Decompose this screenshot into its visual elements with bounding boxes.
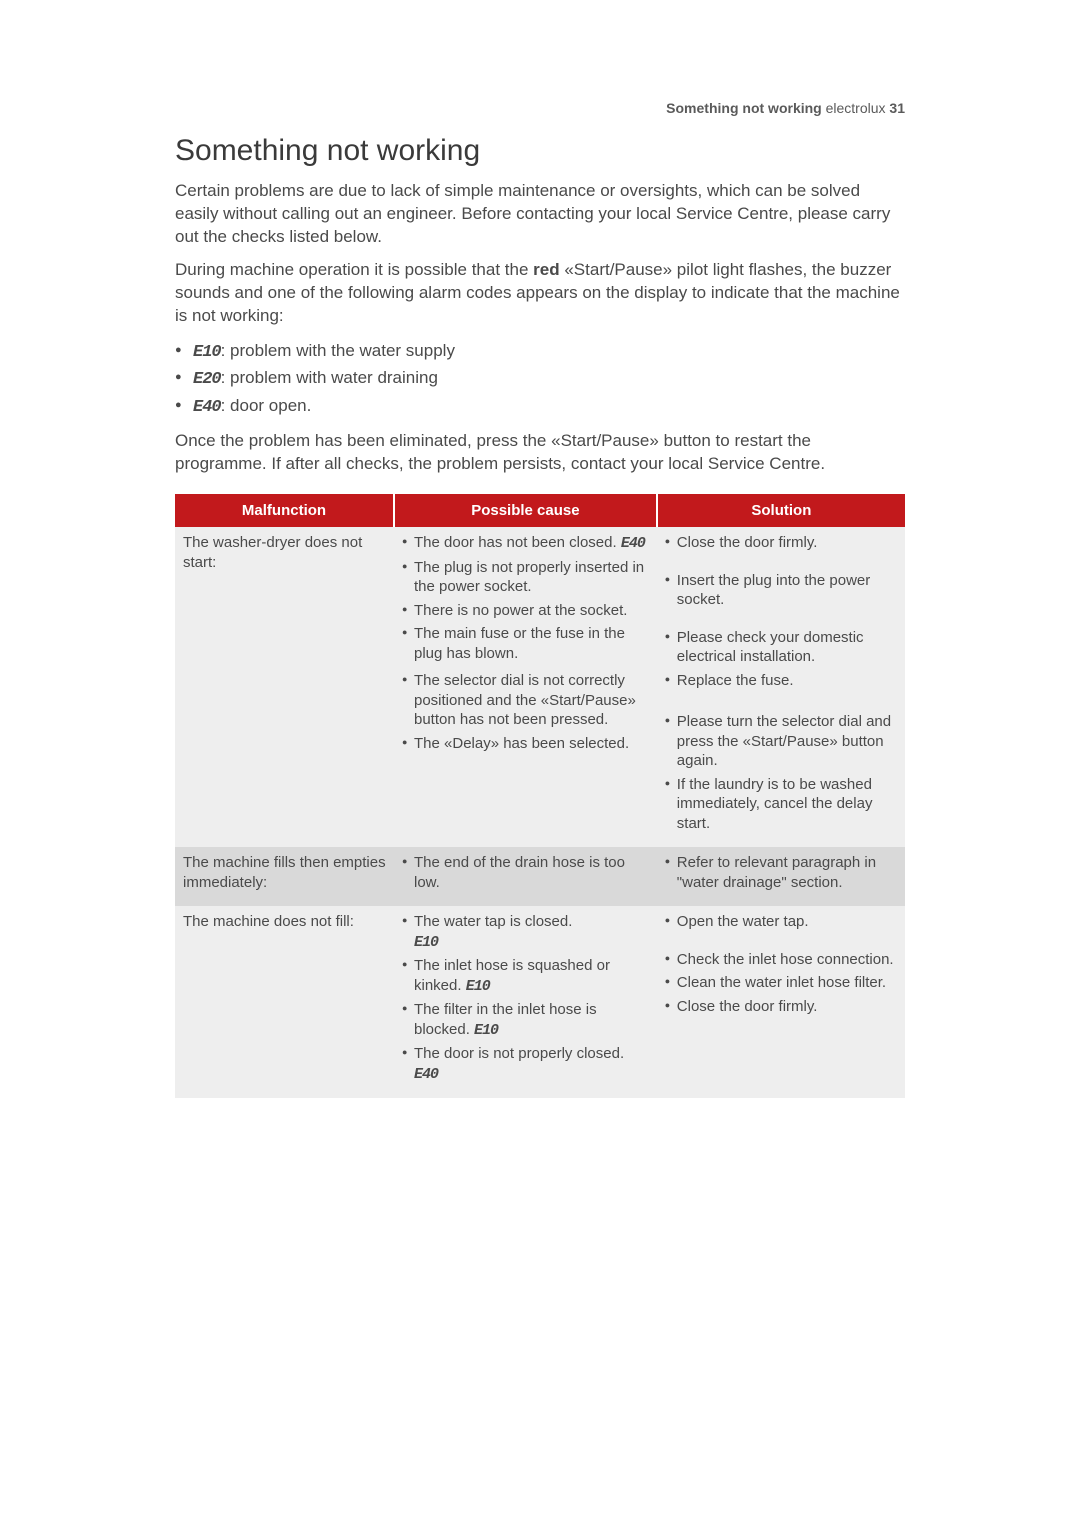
page-title: Something not working	[175, 134, 905, 168]
troubleshooting-table: Malfunction Possible cause Solution The …	[175, 494, 905, 1098]
intro-para-2: During machine operation it is possible …	[175, 259, 905, 328]
e20-text: : problem with water draining	[221, 368, 438, 387]
sol-item: Close the door firmly.	[665, 997, 897, 1017]
error-e10: E10: problem with the water supply	[175, 338, 905, 366]
table-row: The machine does not fill: The water tap…	[175, 906, 905, 1098]
cell-solution: Close the door firmly. Insert the plug i…	[657, 527, 905, 847]
sol-item: Insert the plug into the power socket.	[665, 571, 897, 610]
sol-item: Replace the fuse.	[665, 671, 897, 691]
th-cause: Possible cause	[394, 494, 657, 527]
sol-item: Please turn the selector dial and press …	[665, 712, 897, 771]
cause-item: The filter in the inlet hose is blocked.…	[402, 1000, 649, 1040]
table-row: The washer-dryer does not start: The doo…	[175, 527, 905, 847]
intro2b: red	[533, 260, 559, 279]
error-e40: E40: door open.	[175, 393, 905, 421]
cell-solution: Refer to relevant paragraph in "water dr…	[657, 847, 905, 906]
header-page-num: 31	[889, 100, 905, 116]
sol-item: Clean the water inlet hose filter.	[665, 973, 897, 993]
sol-item: If the laundry is to be washed immediate…	[665, 775, 897, 834]
cause-item: The plug is not properly inserted in the…	[402, 558, 649, 597]
error-e20: E20: problem with water draining	[175, 365, 905, 393]
cell-cause: The end of the drain hose is too low.	[394, 847, 657, 906]
cause-item: The «Delay» has been selected.	[402, 734, 649, 754]
cause-item: The water tap is closed.E10	[402, 912, 649, 952]
cause-item: The main fuse or the fuse in the plug ha…	[402, 624, 649, 663]
intro-para-3: Once the problem has been eliminated, pr…	[175, 430, 905, 476]
cell-malfunction: The machine fills then empties immediate…	[175, 847, 394, 906]
sol-item: Close the door firmly.	[665, 533, 897, 553]
sol-item: Check the inlet hose connection.	[665, 950, 897, 970]
error-code-list: E10: problem with the water supply E20: …	[175, 338, 905, 421]
page-header: Something not working electrolux 31	[175, 100, 905, 116]
header-brand: electrolux	[826, 100, 886, 116]
cause-item: The selector dial is not correctly posit…	[402, 671, 649, 730]
cause-item: There is no power at the socket.	[402, 601, 649, 621]
cause-item: The inlet hose is squashed or kinked. E1…	[402, 956, 649, 996]
cell-cause: The door has not been closed. E40 The pl…	[394, 527, 657, 847]
cause-item: The end of the drain hose is too low.	[402, 853, 649, 892]
cause-item: The door is not properly closed. E40	[402, 1044, 649, 1084]
sol-item: Please check your domestic electrical in…	[665, 628, 897, 667]
e10-text: : problem with the water supply	[221, 341, 455, 360]
cause-item: The door has not been closed. E40	[402, 533, 649, 554]
intro2a: During machine operation it is possible …	[175, 260, 533, 279]
cell-cause: The water tap is closed.E10 The inlet ho…	[394, 906, 657, 1098]
th-malfunction: Malfunction	[175, 494, 394, 527]
e40-text: : door open.	[221, 396, 312, 415]
cell-solution: Open the water tap. Check the inlet hose…	[657, 906, 905, 1098]
table-row: The machine fills then empties immediate…	[175, 847, 905, 906]
cell-malfunction: The washer-dryer does not start:	[175, 527, 394, 847]
sol-item: Refer to relevant paragraph in "water dr…	[665, 853, 897, 892]
cell-malfunction: The machine does not fill:	[175, 906, 394, 1098]
sol-item: Open the water tap.	[665, 912, 897, 932]
e10-code: E10	[193, 343, 221, 362]
e20-code: E20	[193, 370, 221, 389]
th-solution: Solution	[657, 494, 905, 527]
header-section: Something not working	[666, 100, 822, 116]
e40-code: E40	[193, 398, 221, 417]
intro-para-1: Certain problems are due to lack of simp…	[175, 180, 905, 249]
